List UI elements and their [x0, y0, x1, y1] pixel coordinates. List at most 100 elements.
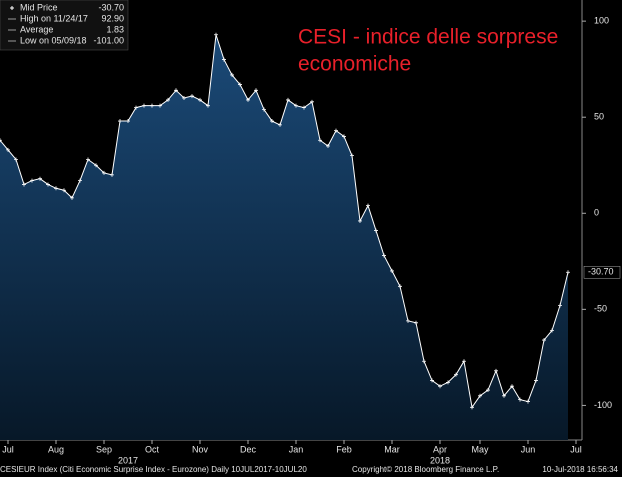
legend-box — [0, 0, 129, 51]
marker — [334, 128, 338, 133]
marker — [62, 188, 66, 193]
x-tick-label: Feb — [336, 444, 352, 454]
marker — [342, 134, 346, 139]
marker — [470, 405, 474, 410]
y-tick-label: -50 — [594, 304, 607, 314]
marker — [422, 359, 426, 364]
chart-title: economiche — [298, 53, 411, 76]
marker — [502, 393, 506, 398]
marker — [262, 107, 266, 112]
marker — [550, 328, 554, 333]
marker — [118, 119, 122, 124]
line — [0, 34, 569, 409]
footer-text: Copyright© 2018 Bloomberg Finance L.P. — [352, 465, 499, 474]
marker — [542, 338, 546, 343]
x-tick-label: Jul — [570, 444, 582, 454]
y-tick-label: -100 — [594, 400, 612, 410]
marker — [198, 97, 202, 102]
footer-text: 10-Jul-2018 16:56:34 — [542, 465, 618, 474]
marker — [6, 147, 10, 152]
marker — [254, 88, 258, 93]
legend-label: Mid Price — [20, 2, 58, 12]
legend-value: -30.70 — [98, 2, 124, 12]
marker — [558, 303, 562, 308]
legend-value: -101.00 — [93, 35, 124, 45]
last-value-label: -30.70 — [588, 267, 614, 277]
marker — [510, 384, 514, 389]
marker — [486, 388, 490, 393]
marker — [0, 138, 2, 143]
marker — [326, 144, 330, 149]
last-value-tag — [583, 266, 621, 279]
marker — [382, 253, 386, 258]
footer-text: CESIEUR Index (Citi Economic Surprise In… — [0, 465, 307, 474]
marker — [302, 105, 306, 110]
marker — [78, 178, 82, 183]
marker — [246, 97, 250, 102]
marker — [446, 380, 450, 385]
x-year-label: 2018 — [430, 455, 450, 465]
marker — [278, 122, 282, 127]
legend-value: 92.90 — [101, 13, 124, 23]
marker — [566, 270, 570, 275]
x-tick-label: May — [471, 444, 489, 454]
x-tick-label: Apr — [433, 444, 447, 454]
marker — [182, 95, 186, 100]
marker — [214, 32, 218, 37]
marker — [174, 88, 178, 93]
marker — [478, 393, 482, 398]
marker — [358, 218, 362, 223]
marker — [270, 119, 274, 124]
legend-label: Low on 05/09/18 — [20, 35, 87, 45]
marker — [134, 105, 138, 110]
marker — [406, 318, 410, 323]
marker — [54, 186, 58, 191]
marker — [70, 195, 74, 200]
marker — [462, 359, 466, 364]
marker — [222, 57, 226, 62]
marker — [230, 72, 234, 77]
x-tick-label: Dec — [240, 444, 257, 454]
chart-title: CESI - indice delle sorprese — [298, 26, 558, 49]
marker — [158, 103, 162, 108]
marker — [38, 176, 42, 181]
marker — [366, 203, 370, 208]
x-tick-label: Oct — [145, 444, 160, 454]
marker — [94, 163, 98, 168]
marker — [374, 228, 378, 233]
marker — [430, 378, 434, 383]
marker — [206, 103, 210, 108]
x-tick-label: Aug — [48, 444, 64, 454]
marker — [494, 368, 498, 373]
x-tick-label: Sep — [96, 444, 112, 454]
marker — [166, 97, 170, 102]
marker — [150, 103, 154, 108]
legend-value: 1.83 — [106, 24, 124, 34]
x-tick-label: Mar — [384, 444, 400, 454]
marker — [526, 399, 530, 404]
area — [0, 34, 568, 441]
y-tick-label: 50 — [594, 112, 604, 122]
marker — [294, 103, 298, 108]
marker — [30, 178, 34, 183]
marker — [102, 170, 106, 175]
x-tick-label: Jul — [2, 444, 14, 454]
marker — [286, 97, 290, 102]
marker — [350, 153, 354, 158]
x-tick-label: Nov — [192, 444, 209, 454]
marker — [142, 103, 146, 108]
legend-marker — [10, 6, 14, 10]
y-tick-label: 0 — [594, 208, 599, 218]
marker — [86, 157, 90, 162]
marker — [190, 94, 194, 99]
marker — [390, 268, 394, 273]
marker — [454, 372, 458, 377]
marker — [22, 182, 26, 187]
marker — [318, 138, 322, 143]
marker — [518, 397, 522, 402]
x-tick-label: Jan — [289, 444, 304, 454]
legend-label: High on 11/24/17 — [20, 13, 88, 23]
marker — [14, 157, 18, 162]
marker — [438, 384, 442, 389]
